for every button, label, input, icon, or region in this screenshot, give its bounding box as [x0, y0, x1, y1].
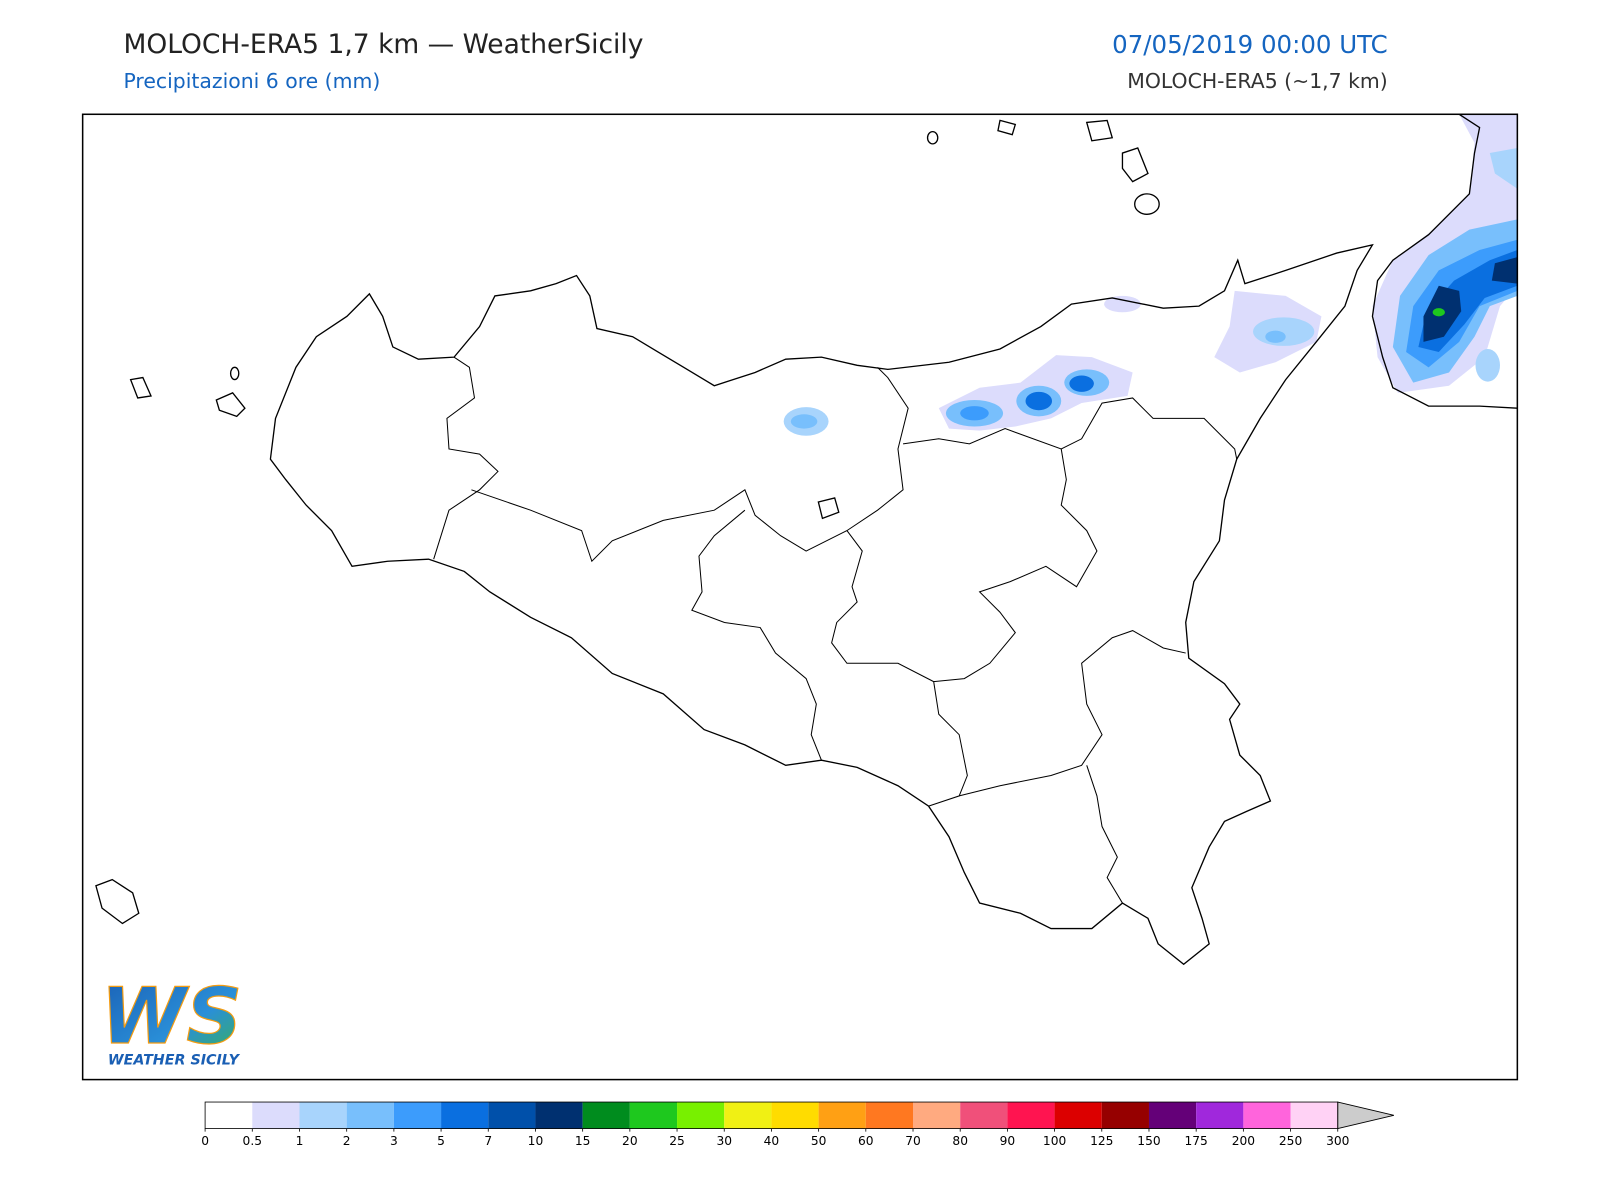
colorbar-bin: [299, 1102, 347, 1129]
colorbar-bin: [205, 1102, 253, 1129]
colorbar-bin: [960, 1102, 1008, 1129]
colorbar-tick-label: 100: [1043, 1134, 1066, 1148]
colorbar-bin: [582, 1102, 630, 1129]
colorbar-bin: [1196, 1102, 1244, 1129]
colorbar-bin: [441, 1102, 489, 1129]
colorbar-bin: [724, 1102, 772, 1129]
colorbar-bin: [1054, 1102, 1102, 1129]
colorbar-tick-label: 175: [1184, 1134, 1207, 1148]
colorbar-tick-label: 150: [1137, 1134, 1160, 1148]
datetime: 07/05/2019 00:00 UTC: [1112, 30, 1388, 59]
colorbar-bin: [1007, 1102, 1055, 1129]
map: [95, 114, 1518, 966]
colorbar-bin: [629, 1102, 678, 1129]
province-borders: [433, 356, 1238, 904]
colorbar-bin: [1243, 1102, 1291, 1129]
map-frame: [81, 113, 1519, 1081]
colorbar-tick-label: 250: [1279, 1134, 1302, 1148]
colorbar-bin: [771, 1102, 819, 1129]
islands: [95, 119, 1160, 925]
colorbar-tick-label: 1: [296, 1134, 304, 1148]
colorbar-bin: [252, 1102, 300, 1129]
colorbar-bin: [393, 1102, 442, 1129]
colorbar-tick-label: 5: [437, 1134, 445, 1148]
colorbar-bin: [818, 1102, 866, 1129]
colorbar-tick-label: 70: [905, 1134, 921, 1148]
colorbar-tick-label: 60: [858, 1134, 874, 1148]
colorbar-tick-label: 10: [528, 1134, 544, 1148]
colorbar-bin: [1148, 1102, 1197, 1129]
colorbar-bin: [677, 1102, 725, 1129]
colorbar-tick-label: 300: [1326, 1134, 1349, 1148]
sicily-coast: [269, 243, 1374, 966]
colorbar-tick-label: 200: [1232, 1134, 1255, 1148]
colorbar-bin: [913, 1102, 961, 1129]
model-label: MOLOCH-ERA5 (~1,7 km): [1127, 69, 1387, 93]
colorbar-tick-label: 40: [764, 1134, 780, 1148]
colorbar-extend: [1337, 1101, 1394, 1130]
logo: WS WEATHER SICILY: [100, 971, 243, 1068]
colorbar-tick-label: 20: [622, 1134, 638, 1148]
precipitation: [783, 114, 1518, 436]
colorbar-tick-label: 3: [390, 1134, 398, 1148]
colorbar-tick-label: 50: [811, 1134, 827, 1148]
logo-name: WEATHER SICILY: [108, 1052, 241, 1068]
colorbar-tick-label: 125: [1090, 1134, 1113, 1148]
calabria-coast: [1371, 114, 1518, 409]
colorbar-tick-label: 80: [952, 1134, 968, 1148]
colorbar-tick-label: 7: [484, 1134, 492, 1148]
colorbar-bin: [535, 1102, 583, 1129]
colorbar-tick-label: 0.5: [243, 1134, 262, 1148]
colorbar-tick-label: 30: [716, 1134, 732, 1148]
colorbar-bin: [488, 1102, 536, 1129]
colorbar: 0 0.5 1 2 3 5 7 10 15 20 25 30 40 50 60 70 80 90 100 125 150…: [201, 1101, 1394, 1148]
subtitle: Precipitazioni 6 ore (mm): [123, 69, 380, 93]
colorbar-bin: [865, 1102, 914, 1129]
colorbar-bin: [346, 1102, 394, 1129]
colorbar-tick-label: 15: [575, 1134, 591, 1148]
colorbar-tick-label: 0: [201, 1134, 209, 1148]
colorbar-tick-label: 2: [343, 1134, 351, 1148]
colorbar-tick-label: 25: [669, 1134, 685, 1148]
colorbar-tick-label: 90: [1000, 1134, 1016, 1148]
colorbar-bin: [1101, 1102, 1149, 1129]
colorbar-bin: [1290, 1102, 1338, 1129]
logo-mark: WS: [101, 972, 242, 1062]
title: MOLOCH-ERA5 1,7 km — WeatherSicily: [123, 29, 643, 60]
